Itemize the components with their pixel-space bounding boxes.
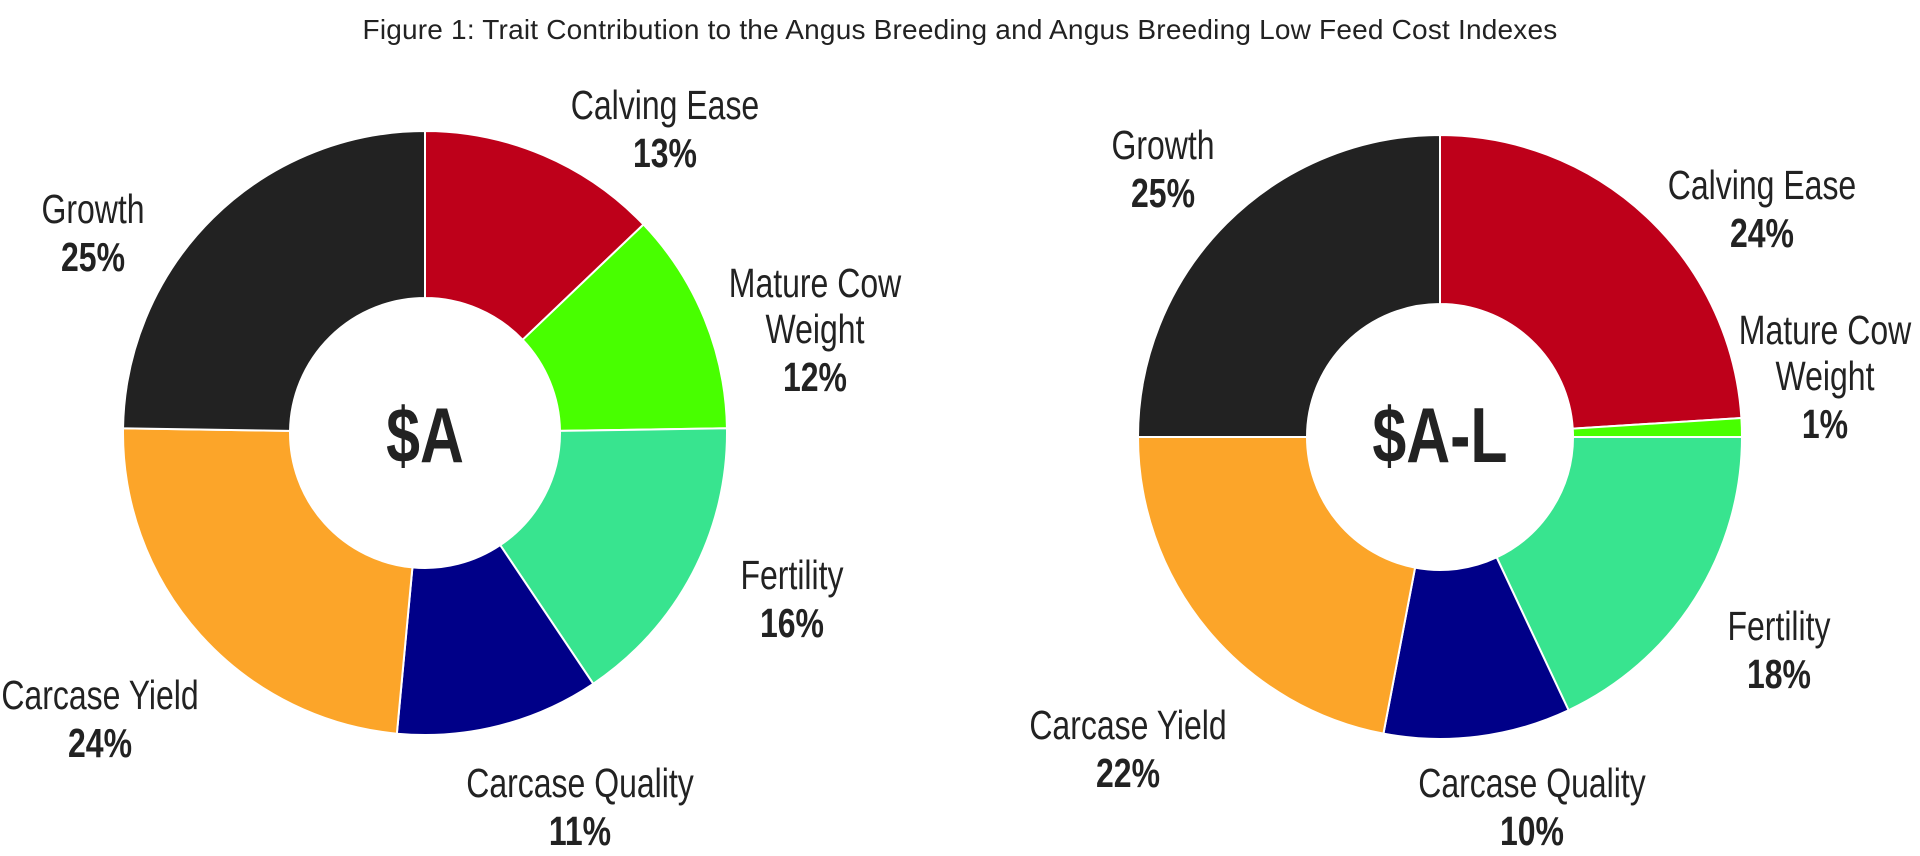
segment-growth [122, 129, 426, 432]
segment-fertility [498, 427, 728, 686]
segment-carcase-quality [1382, 556, 1570, 740]
label-percent: 13% [632, 130, 697, 176]
segment-carcase-quality [395, 543, 595, 736]
label-name-line1: Mature Cow [1738, 307, 1912, 353]
label-percent: 12% [782, 354, 847, 400]
label-fertility-a: Fertility 16% [726, 552, 858, 648]
label-percent: 25% [60, 234, 126, 280]
segment-growth [1136, 133, 1441, 438]
label-mature-cow-weight-a: Mature Cow Weight 12% [704, 260, 925, 402]
label-name-line2: Weight [1775, 353, 1875, 399]
label-name: Calving Ease [570, 82, 760, 128]
label-carcase-yield-a-l: Carcase Yield 22% [1002, 702, 1255, 798]
label-mature-cow-weight-a-l: Mature Cow Weight 1% [1714, 307, 1920, 449]
label-name: Carcase Quality [1418, 760, 1646, 806]
segment-calving-ease [424, 129, 645, 342]
label-growth-a: Growth 25% [27, 186, 159, 282]
label-name: Fertility [740, 552, 844, 598]
label-name: Growth [41, 186, 145, 232]
label-percent: 22% [1095, 750, 1161, 796]
label-carcase-yield-a: Carcase Yield 24% [0, 672, 226, 768]
donut-chart-a [122, 129, 728, 736]
label-name-line2: Weight [765, 306, 865, 352]
label-name: Calving Ease [1667, 162, 1857, 208]
label-percent: 24% [67, 720, 133, 766]
figure-title: Figure 1: Trait Contribution to the Angu… [362, 14, 1558, 45]
label-calving-ease-a-l: Calving Ease 24% [1641, 162, 1883, 258]
segment-mature-cow-weight [521, 223, 728, 432]
segment-carcase-yield [1136, 436, 1417, 735]
segment-calving-ease [1439, 133, 1743, 430]
label-percent: 16% [759, 600, 824, 646]
label-name: Growth [1111, 122, 1215, 168]
label-percent: 1% [1801, 401, 1849, 447]
label-percent: 11% [548, 808, 612, 854]
label-calving-ease-a: Calving Ease 13% [544, 82, 786, 178]
segment-fertility [1495, 436, 1744, 712]
label-carcase-quality-a-l: Carcase Quality 10% [1386, 760, 1678, 856]
label-fertility-a-l: Fertility 18% [1713, 603, 1845, 699]
label-name: Carcase Yield [1029, 702, 1227, 748]
label-carcase-quality-a: Carcase Quality 11% [434, 760, 726, 856]
label-name-line1: Mature Cow [728, 260, 902, 306]
label-name: Carcase Yield [1, 672, 199, 718]
label-name: Fertility [1727, 603, 1831, 649]
label-percent: 18% [1746, 651, 1811, 697]
segment-carcase-yield [122, 427, 414, 735]
center-label-a: $A [386, 392, 464, 479]
label-percent: 25% [1130, 170, 1196, 216]
center-label-a-l: $A-L [1372, 392, 1507, 479]
label-percent: 24% [1729, 210, 1794, 256]
donut-chart-a-l [1136, 133, 1744, 740]
label-name: Carcase Quality [466, 760, 694, 806]
label-growth-a-l: Growth 25% [1097, 122, 1229, 218]
label-percent: 10% [1499, 808, 1564, 854]
